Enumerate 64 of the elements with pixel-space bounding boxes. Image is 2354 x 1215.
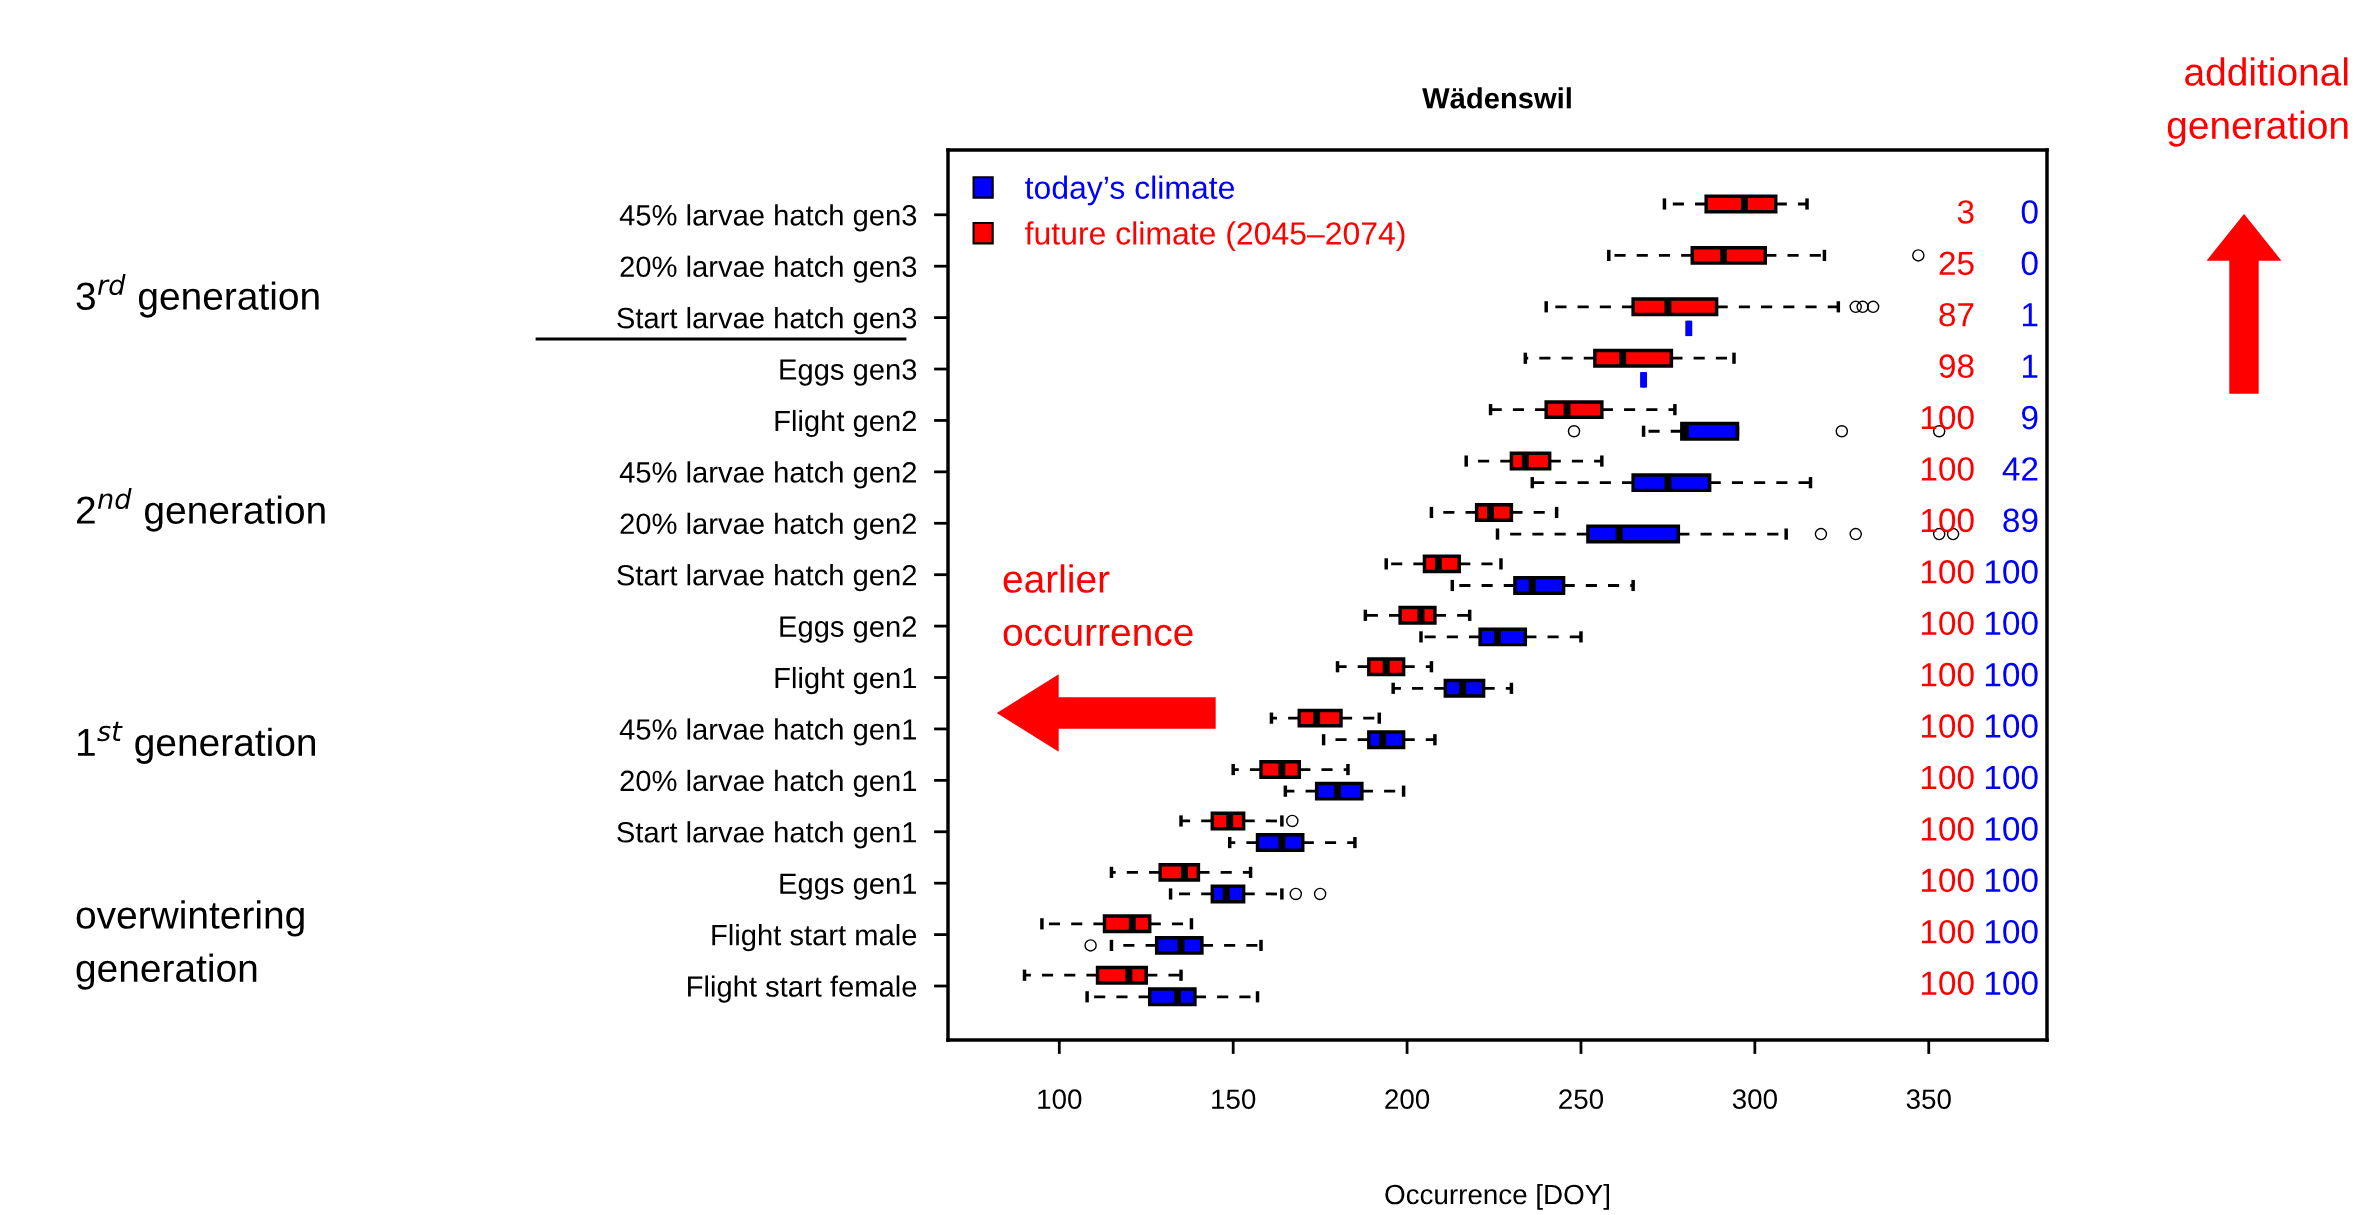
y-tick-label: Eggs gen3 bbox=[780, 359, 917, 386]
text: 100 bbox=[1921, 971, 1974, 995]
text: 9 bbox=[2022, 405, 2038, 430]
y-tick-label: 45% larvae hatch gen1 bbox=[619, 718, 917, 746]
text: 1$^{st}$ generation bbox=[77, 721, 315, 764]
text: 100 bbox=[1921, 560, 1974, 584]
x-axis-title: Occurrence [DOY] bbox=[1385, 1183, 1609, 1210]
y-tick-label: 20% larvae hatch gen1 bbox=[620, 769, 917, 797]
y-tick-label: 45% larvae hatch gen2 bbox=[619, 461, 916, 489]
text: 100 bbox=[1985, 817, 2038, 841]
text: 98 bbox=[1939, 354, 1974, 378]
text: 100 bbox=[1921, 868, 1974, 893]
text: additional generation bbox=[2167, 57, 2348, 147]
text: 100 bbox=[1985, 611, 2038, 636]
text: 100 bbox=[1985, 560, 2038, 584]
text: 3 bbox=[1957, 200, 1974, 224]
text: 0 bbox=[2021, 200, 2038, 224]
text: 100 bbox=[1985, 714, 2038, 738]
x-tick-label: 100 bbox=[1038, 1089, 1082, 1110]
text: 89 bbox=[2003, 508, 2038, 533]
x-tick-label: 200 bbox=[1385, 1089, 1430, 1110]
legend-label: today’s climate bbox=[1025, 175, 1234, 206]
text: 2$^{nd}$ generation bbox=[76, 488, 325, 532]
legend-label: future climate (2045–2074) bbox=[1025, 221, 1405, 252]
text: 100 bbox=[1985, 662, 2038, 687]
y-tick-label: Start larvae hatch gen2 bbox=[617, 564, 916, 592]
y-tick-label: Flight gen1 bbox=[775, 666, 917, 695]
text: 1 bbox=[2022, 303, 2038, 327]
y-tick-label: Flight gen2 bbox=[775, 409, 916, 438]
text: 100 bbox=[1985, 868, 2038, 893]
y-tick-label: Eggs gen1 bbox=[780, 873, 917, 900]
text: 1 bbox=[2022, 354, 2038, 378]
text: 25 bbox=[1939, 251, 1974, 276]
x-tick-label: 300 bbox=[1732, 1089, 1777, 1110]
text: 3$^{rd}$ generation bbox=[76, 274, 319, 318]
text: 100 bbox=[1921, 611, 1974, 636]
y-tick-label: 20% larvae hatch gen2 bbox=[620, 512, 916, 540]
chart-title: Wädenswil bbox=[1422, 87, 1571, 109]
text: overwintering generation bbox=[76, 900, 304, 990]
x-tick-label: 250 bbox=[1559, 1089, 1604, 1110]
text: 100 bbox=[1921, 817, 1974, 841]
text: 42 bbox=[2002, 457, 2038, 481]
x-tick-label: 150 bbox=[1212, 1089, 1256, 1110]
text: 100 bbox=[1985, 765, 2038, 790]
y-tick-label: Flight start female bbox=[688, 975, 917, 1003]
text: 100 bbox=[1921, 919, 1974, 944]
y-tick-label: Start larvae hatch gen1 bbox=[617, 821, 917, 849]
y-tick-label: Start larvae hatch gen3 bbox=[617, 307, 917, 335]
text: 100 bbox=[1985, 971, 2038, 995]
text: 0 bbox=[2021, 251, 2038, 276]
annotation: earlier occurrence bbox=[1003, 564, 1193, 647]
text: 100 bbox=[1921, 457, 1974, 481]
text: 100 bbox=[1921, 765, 1974, 790]
text: 100 bbox=[1921, 508, 1974, 533]
text: 87 bbox=[1939, 302, 1974, 327]
y-tick-label: 45% larvae hatch gen3 bbox=[619, 204, 917, 232]
x-tick-label: 350 bbox=[1906, 1089, 1951, 1110]
y-tick-label: Eggs gen2 bbox=[780, 616, 916, 643]
y-tick-label: Flight start male bbox=[712, 924, 917, 952]
y-tick-label: 20% larvae hatch gen3 bbox=[620, 255, 917, 283]
text: 100 bbox=[1921, 405, 1974, 430]
text: 100 bbox=[1921, 662, 1974, 687]
text: 100 bbox=[1985, 919, 2038, 944]
text: 100 bbox=[1921, 714, 1974, 738]
